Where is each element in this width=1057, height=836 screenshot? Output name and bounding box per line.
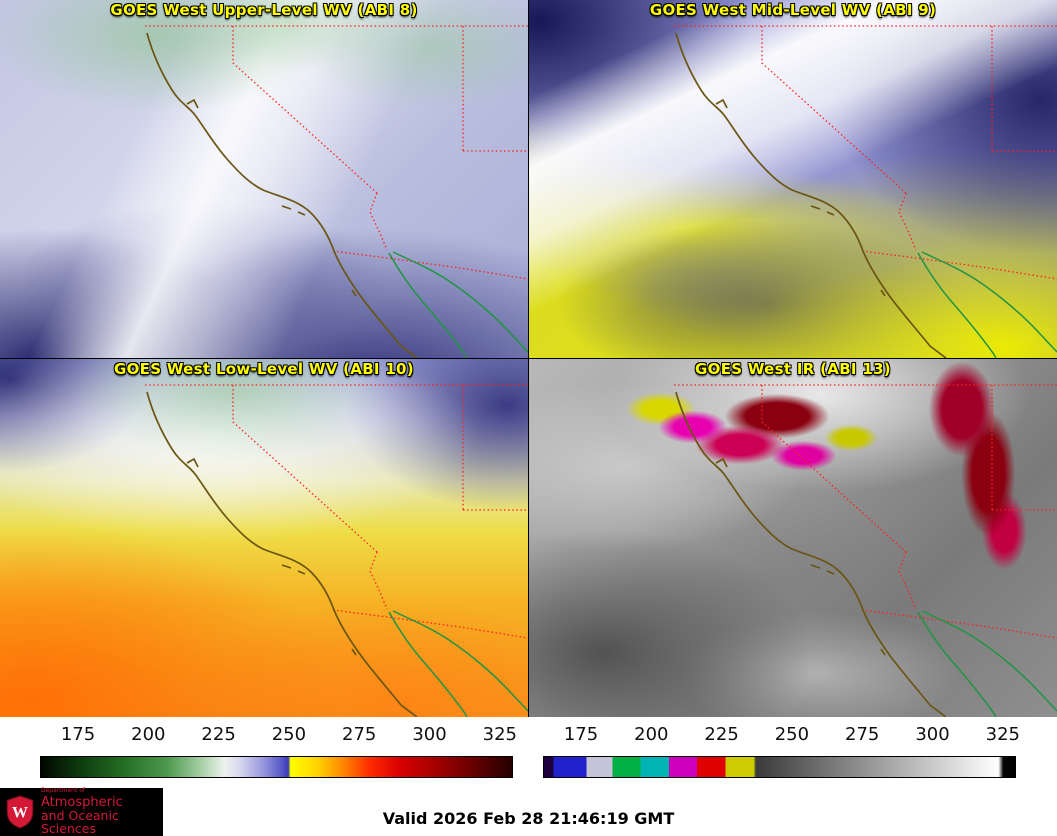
colorbar-strip: 175 200 225 250 275 300 325 175 200 225 250 275 300… xyxy=(0,717,1057,785)
footer: W Department of Atmospheric and Oceanic … xyxy=(0,785,1057,836)
map-overlay xyxy=(673,384,1057,717)
colorbar-tick-label: 325 xyxy=(985,724,1020,745)
valid-timestamp: Valid 2026 Feb 28 21:46:19 GMT xyxy=(382,809,675,828)
logo-text: Department of Atmospheric and Oceanic Sc… xyxy=(41,787,157,836)
colorbar-wv-ticks: 175 200 225 250 275 300 325 xyxy=(40,724,517,748)
colorbar-tick-label: 275 xyxy=(342,724,377,745)
colorbar-tick-label: 300 xyxy=(412,724,447,745)
panel-ir: GOES West IR (ABI 13) xyxy=(529,359,1057,717)
satellite-imagery-abi8 xyxy=(0,0,528,358)
crest-letter: W xyxy=(12,804,28,821)
satellite-imagery-abi10 xyxy=(0,359,528,717)
logo-dept-line: Department of xyxy=(41,787,85,795)
colorbar-ir-bar xyxy=(543,756,1016,778)
satellite-imagery-abi13 xyxy=(529,359,1057,717)
colorbar-tick-label: 200 xyxy=(131,724,166,745)
colorbar-wv: 175 200 225 250 275 300 325 xyxy=(0,717,529,785)
colorbar-tick-label: 250 xyxy=(774,724,810,745)
colorbar-tick-label: 325 xyxy=(482,724,517,745)
panel-title-abi13: GOES West IR (ABI 13) xyxy=(695,360,891,378)
panel-low-level-wv: GOES West Low-Level WV (ABI 10) xyxy=(0,359,528,717)
colorbar-tick-label: 225 xyxy=(201,724,236,745)
panel-title-abi9: GOES West Mid-Level WV (ABI 9) xyxy=(649,1,937,19)
map-overlay xyxy=(144,384,528,717)
colorbar-tick-label: 300 xyxy=(915,724,950,745)
colorbar-tick-label: 175 xyxy=(563,724,599,745)
map-overlay xyxy=(673,25,1057,358)
panel-title-abi10: GOES West Low-Level WV (ABI 10) xyxy=(114,360,414,378)
panel-upper-level-wv: GOES West Upper-Level WV (ABI 8) xyxy=(0,0,528,358)
colorbar-tick-label: 275 xyxy=(845,724,880,745)
panel-title-abi8: GOES West Upper-Level WV (ABI 8) xyxy=(110,1,418,19)
colorbar-tick-label: 225 xyxy=(704,724,739,745)
colorbar-tick-label: 175 xyxy=(60,724,96,745)
colorbar-ir: 175 200 225 250 275 300 325 xyxy=(503,717,1032,785)
logo-oceanic-line: and Oceanic Sciences xyxy=(41,808,119,836)
colorbar-tick-label: 200 xyxy=(634,724,669,745)
map-overlay xyxy=(144,25,528,358)
colorbar-tick-label: 250 xyxy=(271,724,307,745)
colorbar-wv-bar xyxy=(40,756,513,778)
colorbar-ir-ticks: 175 200 225 250 275 300 325 xyxy=(543,724,1020,748)
uw-crest-icon: W xyxy=(6,795,34,829)
satellite-imagery-abi9 xyxy=(529,0,1057,358)
satellite-quad-grid: GOES West Upper-Level WV (ABI 8) GOES We… xyxy=(0,0,1057,717)
uw-aos-logo: W Department of Atmospheric and Oceanic … xyxy=(0,788,163,836)
panel-mid-level-wv: GOES West Mid-Level WV (ABI 9) xyxy=(529,0,1057,358)
logo-atmospheric-line: Atmospheric xyxy=(41,794,123,810)
